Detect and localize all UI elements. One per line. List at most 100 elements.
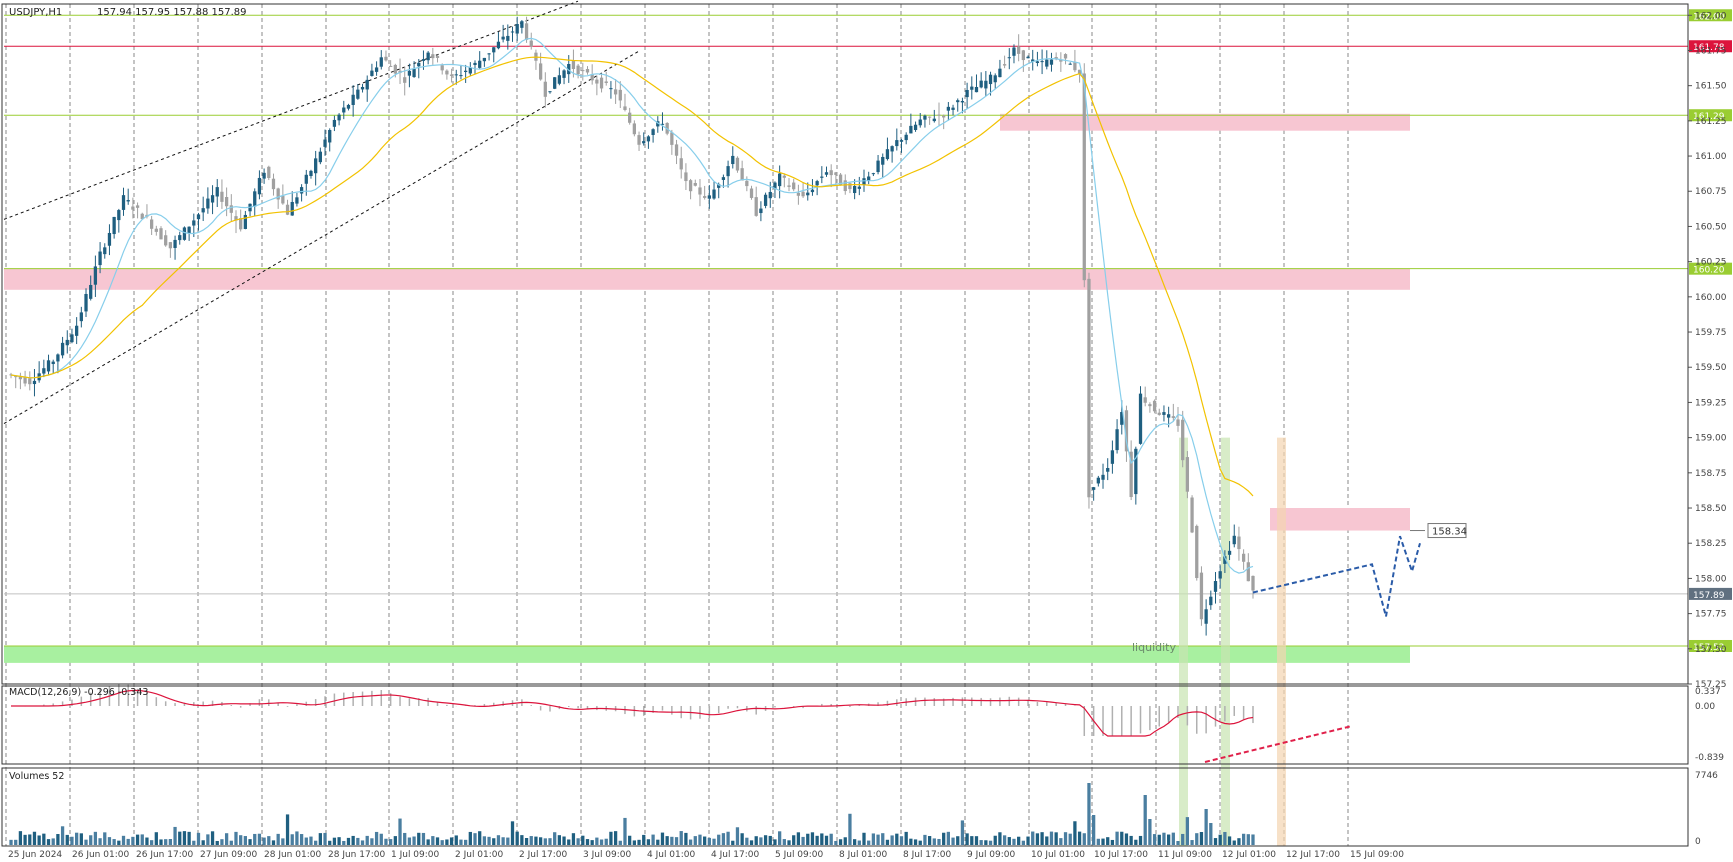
candle-body [876,160,880,173]
candle-body [187,226,191,234]
candle-body [1209,596,1213,606]
candle-body [965,89,969,98]
candle-body [168,242,173,249]
marked-level-text: 158.34 [1432,527,1467,538]
candle-body [735,157,740,171]
highlight-column [1277,437,1286,846]
candle-body [1054,57,1058,60]
candle-body [1223,556,1227,564]
price-tick-label: 159.25 [1695,398,1727,408]
candle-body [1031,59,1035,62]
time-tick-label: 5 Jul 09:00 [775,850,824,860]
candle-body [18,376,23,380]
candle-body [271,178,276,190]
candle-body [895,140,899,147]
candle-body [548,91,552,93]
candle-body [543,81,547,97]
candle-body [1073,61,1077,71]
candle-body [220,191,224,202]
candle-body [637,135,641,145]
candle-body [740,168,744,181]
price-tick-label: 161.25 [1695,117,1727,127]
candle-body [899,140,904,142]
candle-body [599,77,604,89]
candle-body [993,75,997,83]
channel-upper-line [3,0,579,220]
candle-body [210,195,215,203]
candle-body [843,180,847,192]
current-price-tag [1689,587,1732,600]
candle-body [1152,400,1157,412]
candle-body [28,378,32,385]
current-price-text: 157.89 [1693,591,1725,601]
candle-body [56,354,60,362]
candle-body [449,74,454,76]
level-price-tag [1689,9,1732,22]
volumes-pane: 7746 0 [9,771,1718,847]
level-price-text: 157.52 [1693,643,1725,653]
candle-body [389,65,393,67]
candle-body [393,64,397,74]
level-price-text: 161.78 [1693,43,1725,53]
level-price-tag [1689,40,1732,53]
price-tick-label: 158.25 [1695,539,1727,549]
candle-body [679,158,683,170]
candle-body [792,182,796,190]
candle-body [970,86,974,90]
candle-body [670,132,674,145]
candle-body [496,41,501,49]
candle-body [323,139,327,147]
macd-pane: 0.337 0.00 -0.839 [11,683,1724,763]
candle-body [234,216,238,221]
candle-body [857,186,861,189]
candle-body [1002,64,1007,66]
candle-body [1199,572,1204,620]
candle-body [904,134,908,141]
candle-body [946,106,951,111]
trend-channel [3,0,641,424]
candle-body [412,68,416,78]
candle-body [1007,57,1011,59]
candle-body [927,116,932,118]
candle-body [79,312,83,322]
candle-body [979,80,983,88]
macd-label: MACD(12,26,9) -0.296 -0.343 [9,687,148,698]
candle-body [1176,419,1180,426]
candle-body [1232,535,1236,545]
candle-body [309,170,313,177]
candle-body [1115,429,1119,451]
horizontal-levels [4,14,1688,647]
candle-body [365,79,369,90]
candle-body [628,112,632,123]
candle-body [440,65,444,71]
candle-body [974,86,979,93]
candle-body [763,194,768,206]
price-tick-label: 162.00 [1695,11,1727,21]
candle-body [651,129,655,135]
candle-body [646,136,651,142]
candle-body [1213,581,1218,592]
ohlc-readout: 157.94 157.95 157.88 157.89 [97,7,247,18]
candle-body [787,185,791,187]
candle-body [862,178,866,185]
candle-body [98,251,102,266]
candle-body [595,79,599,84]
candle-body [571,60,576,70]
price-axis: 162.00161.78161.29160.20157.52157.89162.… [1688,9,1732,690]
candle-body [688,180,693,192]
candle-body [431,54,435,59]
price-tick-label: 161.00 [1695,152,1727,162]
candle-body [988,74,993,85]
candle-body [417,62,421,67]
candle-body [768,191,772,199]
candle-body [871,173,876,175]
candle-body [731,155,735,165]
candle-body [796,192,801,196]
candle-body [806,192,810,196]
candle-body [913,124,918,131]
highlight-column [1179,437,1188,846]
candle-body [463,70,468,73]
level-price-tag [1689,262,1732,275]
